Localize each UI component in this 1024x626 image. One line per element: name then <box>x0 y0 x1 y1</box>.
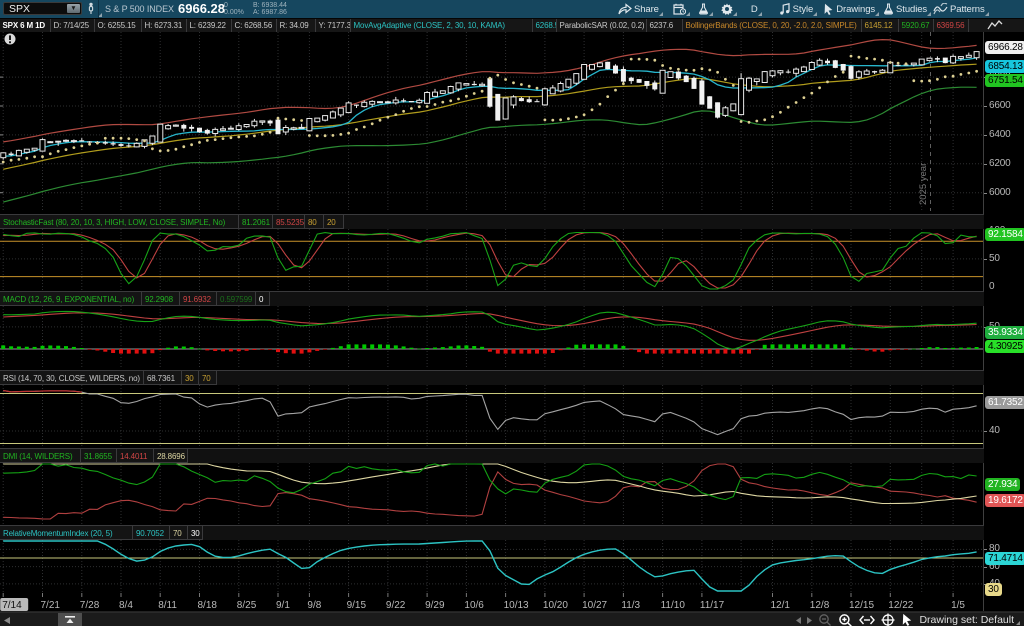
svg-text:11/3: 11/3 <box>621 600 640 611</box>
svg-text:9/1: 9/1 <box>276 600 290 611</box>
svg-text:7/28: 7/28 <box>80 600 100 611</box>
svg-text:8/18: 8/18 <box>198 600 218 611</box>
svg-text:12/15: 12/15 <box>849 600 874 611</box>
svg-text:9/29: 9/29 <box>425 600 445 611</box>
svg-text:9/15: 9/15 <box>347 600 367 611</box>
svg-text:8/11: 8/11 <box>158 600 177 611</box>
svg-text:12/1: 12/1 <box>771 600 791 611</box>
svg-text:7/21: 7/21 <box>41 600 61 611</box>
svg-text:10/6: 10/6 <box>464 600 484 611</box>
svg-text:12/22: 12/22 <box>888 600 913 611</box>
svg-text:11/17: 11/17 <box>700 600 725 611</box>
svg-text:9/22: 9/22 <box>386 600 406 611</box>
svg-text:10/27: 10/27 <box>582 600 607 611</box>
svg-text:8/25: 8/25 <box>237 600 257 611</box>
svg-text:12/8: 12/8 <box>810 600 830 611</box>
svg-text:1/5: 1/5 <box>951 600 965 611</box>
svg-text:8/4: 8/4 <box>119 600 133 611</box>
svg-text:7/14: 7/14 <box>2 600 22 611</box>
svg-text:10/20: 10/20 <box>543 600 568 611</box>
svg-text:2025 year: 2025 year <box>918 163 929 205</box>
svg-text:11/10: 11/10 <box>661 600 686 611</box>
svg-text:10/13: 10/13 <box>504 600 529 611</box>
svg-text:9/8: 9/8 <box>307 600 321 611</box>
